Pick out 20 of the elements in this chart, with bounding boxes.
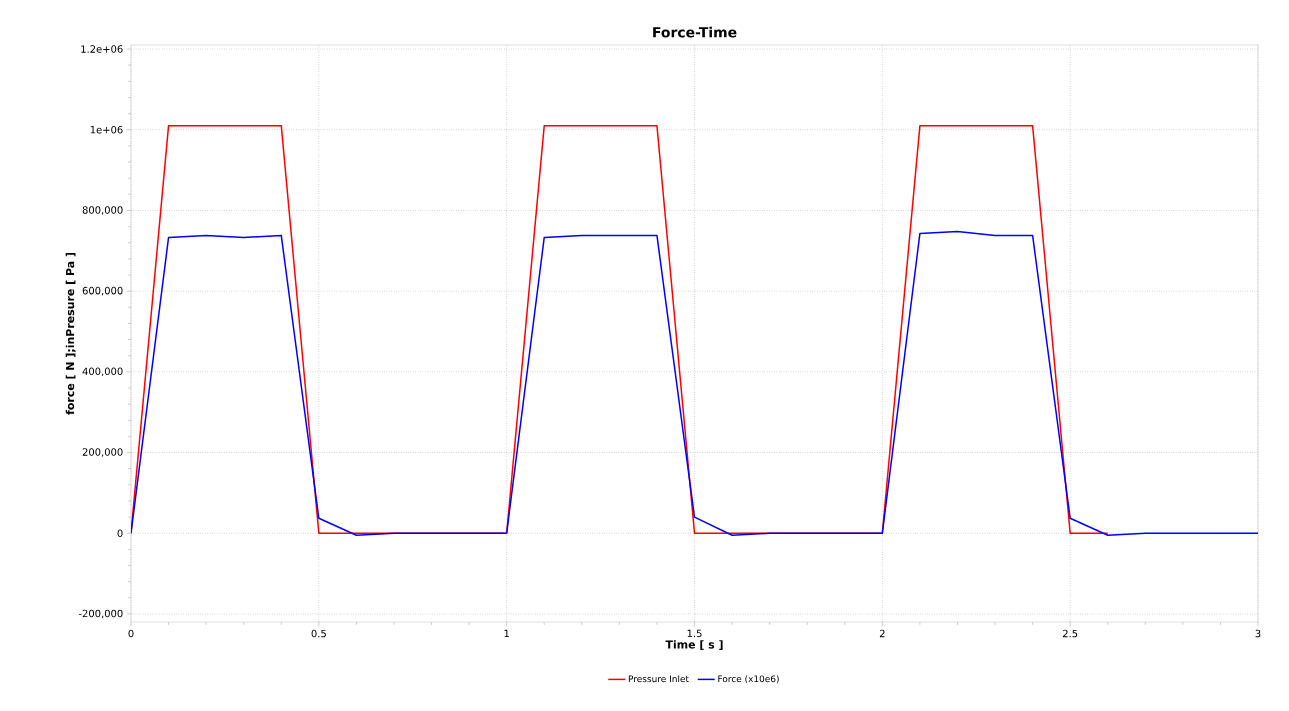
y-axis-title: force [ N ];inPresure [ Pa ]: [65, 253, 76, 415]
legend-label: Pressure Inlet: [628, 675, 689, 683]
chart-title: Force-Time: [653, 26, 737, 38]
y-tick-label: 0: [117, 529, 123, 537]
x-tick-label: 2.5: [1062, 629, 1078, 638]
y-tick-label: 600,000: [82, 286, 123, 296]
y-tick-label: 1.2e+06: [81, 45, 123, 53]
x-tick-label: 1: [504, 629, 509, 638]
x-tick-label: 1.5: [687, 629, 702, 638]
x-tick-label: 0.5: [311, 629, 326, 638]
y-tick-label: -200,000: [78, 609, 123, 619]
y-tick-label: 1e+06: [90, 125, 123, 134]
x-axis-title: Time [ s ]: [665, 640, 723, 650]
y-tick-label: 400,000: [82, 367, 123, 377]
x-tick-label: 0: [128, 629, 134, 638]
x-tick-label: 3: [1255, 629, 1261, 638]
y-tick-label: 800,000: [82, 206, 123, 215]
legend-label: Force (x10e6): [718, 675, 779, 684]
x-tick-label: 2: [879, 629, 885, 638]
y-tick-label: 200,000: [82, 448, 123, 457]
